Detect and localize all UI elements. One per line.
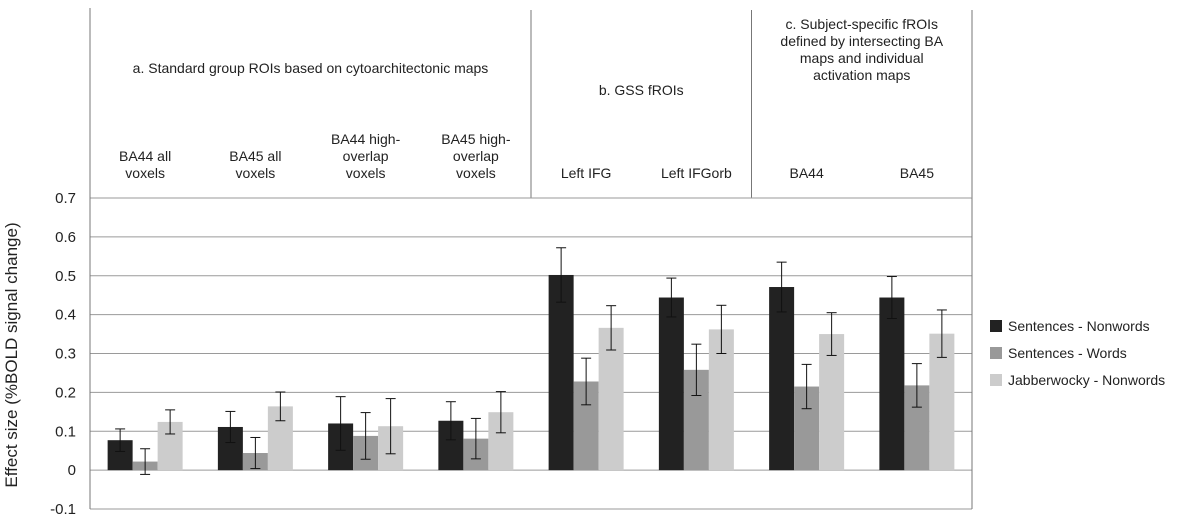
category-label: BA45	[899, 165, 934, 181]
bars	[107, 274, 955, 471]
category-label: BA44 all voxels	[119, 148, 172, 181]
category-label: Left IFG	[560, 165, 612, 181]
legend: Sentences - Nonwords Sentences - Words Jab…	[990, 318, 1165, 388]
legend-entry: Sentences - Nonwords	[1008, 318, 1150, 334]
bar	[658, 297, 684, 471]
category-label: BA44 high-overlap voxels	[330, 131, 401, 181]
bar	[769, 287, 795, 471]
y-tick-label: 0.1	[55, 423, 76, 440]
error-bars	[115, 247, 947, 475]
legend-entry: Jabberwocky - Nonwords	[1008, 372, 1165, 388]
bar	[548, 274, 574, 471]
category-label: BA44	[789, 165, 824, 181]
legend-entry: Sentences - Words	[1008, 345, 1127, 361]
category-label: BA45 high-overlap voxels	[441, 131, 511, 181]
y-tick-label: 0.3	[55, 346, 76, 363]
group-header: c. Subject-specific fROIs defined by int…	[780, 16, 944, 83]
y-tick-label: 0.6	[55, 229, 76, 246]
y-tick-label: -0.1	[50, 501, 76, 515]
bar	[819, 334, 845, 471]
y-axis: 0.7 0.6 0.5 0.4 0.3 0.2 0.1 0 -0.1	[50, 8, 973, 515]
legend-swatch	[990, 347, 1002, 359]
y-axis-label: Effect size (%BOLD signal change)	[2, 222, 21, 487]
bar	[879, 297, 905, 471]
group-header: b. GSS fROIs	[598, 82, 684, 98]
category-label: BA45 all voxels	[229, 148, 282, 181]
y-tick-label: 0.4	[55, 307, 76, 324]
category-label: Left IFGorb	[660, 165, 732, 181]
y-tick-label: 0	[68, 462, 76, 479]
y-tick-label: 0.5	[55, 268, 76, 285]
legend-swatch	[990, 320, 1002, 332]
group-header: a. Standard group ROIs based on cytoarch…	[132, 60, 489, 76]
y-tick-label: 0.2	[55, 384, 76, 401]
y-tick-label: 0.7	[55, 190, 76, 207]
header-dividers	[530, 10, 973, 198]
bar	[598, 327, 624, 471]
legend-swatch	[990, 374, 1002, 386]
